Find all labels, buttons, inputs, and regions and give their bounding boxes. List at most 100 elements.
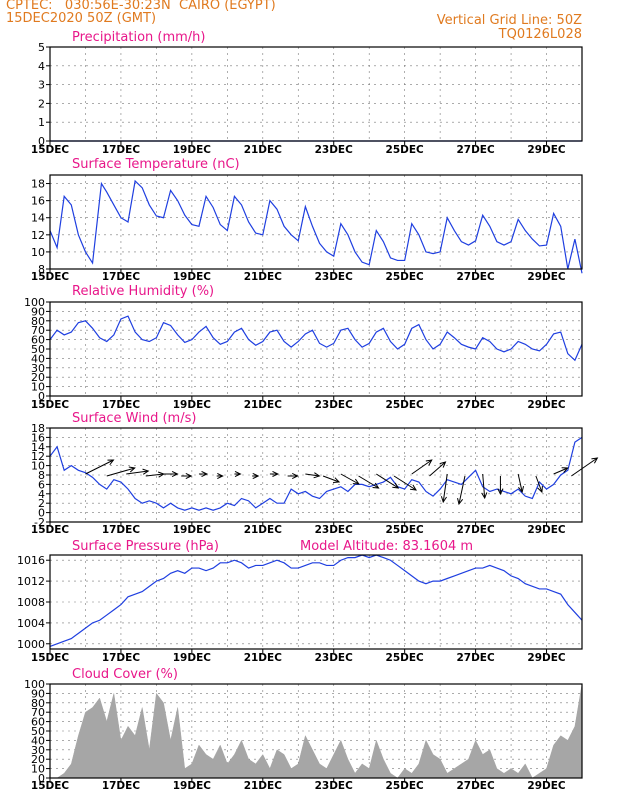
temp-panel: 8 10 12 14 16 18 15DEC 17DEC 19DEC 21DEC 23DEC 25DE…	[31, 157, 583, 283]
station-header: CPTEC: 030:56E-30:23N CAIRO (EGYPT)	[6, 0, 276, 13]
wind-xtick-label: 17DEC	[102, 524, 141, 536]
wind-series-line	[49, 436, 583, 511]
rh-xtick-label: 27DEC	[456, 399, 495, 411]
wind-arrow	[340, 473, 360, 485]
cloud-ytick-label: 90	[31, 687, 45, 700]
precip-ytick-label: 0	[38, 135, 45, 148]
wind-arrow-head	[171, 470, 179, 478]
wind-arrow-head	[591, 457, 599, 464]
wind-arrow-head	[313, 472, 321, 479]
wind-ytick-label: 18	[31, 422, 45, 435]
rh-xtick-label: 17DEC	[102, 399, 141, 411]
cloud-xtick-label: 19DEC	[173, 780, 212, 792]
wind-arrow-head	[333, 477, 341, 484]
wind-xtick-label: 15DEC	[31, 524, 70, 536]
pres-xtick-label: 17DEC	[102, 652, 141, 664]
wind-arrow	[85, 459, 114, 475]
wind-ytick-label: 16	[31, 431, 45, 444]
wind-arrow	[145, 473, 164, 477]
precip-ytick-label: 1	[38, 116, 45, 129]
precip-panel: 0 1 2 3 4 5 15DEC 17DEC 19DEC 21DEC 23DEC 25DEC 27DE…	[31, 30, 583, 156]
pres-xtick-label: 27DEC	[456, 652, 495, 664]
wind-arrow	[458, 475, 466, 505]
rh-ytick-label: 80	[31, 315, 45, 328]
rh-ytick-label: 60	[31, 334, 45, 347]
cloud-xtick-label: 21DEC	[244, 780, 283, 792]
temp-ytick-label: 14	[31, 212, 45, 225]
rh-ytick-label: 70	[31, 324, 45, 337]
cloud-ytick-label: 20	[31, 753, 45, 766]
pres-ytick-label: 1008	[17, 596, 45, 609]
wind-arrow-head	[234, 470, 242, 478]
temp-ytick-label: 8	[38, 263, 45, 276]
temp-xtick-label: 29DEC	[527, 271, 566, 283]
wind-arrow	[411, 459, 433, 475]
pres-ytick-label: 1000	[17, 638, 45, 651]
rh-xtick-label: 21DEC	[244, 399, 283, 411]
cloud-xtick-label: 17DEC	[102, 780, 141, 792]
cloud-ytick-label: 0	[38, 772, 45, 785]
wind-arrow-head	[561, 467, 569, 473]
wind-arrow-head	[481, 492, 488, 500]
pres-series-line	[49, 554, 583, 647]
wind-xtick-label: 21DEC	[244, 524, 283, 536]
wind-ytick-label: 0	[38, 507, 45, 520]
rh-series-line	[49, 315, 583, 362]
cloud-ytick-label: 50	[31, 725, 45, 738]
pres-xtick-label: 21DEC	[244, 652, 283, 664]
wind-ytick-label: 2	[38, 497, 45, 510]
cloud-xtick-label: 23DEC	[315, 780, 354, 792]
wind-arrow-head	[537, 485, 543, 494]
cloud-ytick-label: 40	[31, 734, 45, 747]
precip-panel-title: Precipitation (mm/h)	[72, 30, 205, 45]
cloud-cover-area	[50, 683, 583, 779]
temp-series-line	[49, 179, 583, 274]
rh-xtick-label: 29DEC	[527, 399, 566, 411]
wind-arrow	[535, 475, 543, 493]
cloud-ytick-label: 70	[31, 706, 45, 719]
rh-xtick-label: 19DEC	[173, 399, 212, 411]
wind-ytick-label: 12	[31, 450, 45, 463]
rh-xtick-label: 23DEC	[315, 399, 354, 411]
wind-arrow-head	[497, 488, 504, 496]
precip-xtick-label: 19DEC	[173, 144, 212, 156]
wind-arrow	[571, 457, 598, 477]
temp-ytick-label: 12	[31, 229, 45, 242]
rh-xtick-label: 25DEC	[386, 399, 425, 411]
temp-ytick-label: 18	[31, 178, 45, 191]
pres-xtick-label: 23DEC	[315, 652, 354, 664]
precip-frame	[49, 46, 583, 142]
wind-arrow	[482, 473, 486, 499]
temp-ytick-label: 16	[31, 195, 45, 208]
wind-arrow-head	[201, 470, 209, 478]
pres-xtick-label: 19DEC	[173, 652, 212, 664]
wind-arrow	[517, 473, 523, 493]
cloud-panel-title: Cloud Cover (%)	[72, 667, 178, 682]
rh-ytick-label: 0	[38, 390, 45, 403]
precip-xtick-label: 17DEC	[102, 144, 141, 156]
wind-arrow-head	[440, 496, 447, 504]
wind-ytick-label: 14	[31, 441, 45, 454]
precip-xtick-label: 15DEC	[31, 144, 70, 156]
wind-ytick-label: 6	[38, 478, 45, 491]
wind-ytick-label: -2	[34, 516, 45, 529]
wind-arrow-head	[142, 468, 150, 475]
model-code-header: TQ0126L028	[498, 27, 582, 42]
temp-xtick-label: 21DEC	[244, 271, 283, 283]
wind-arrow	[376, 473, 399, 489]
model-altitude-label: Model Altitude: 83.1604 m	[300, 539, 473, 554]
pres-xtick-label: 25DEC	[386, 652, 425, 664]
wind-arrow	[442, 473, 448, 503]
wind-arrow-head	[252, 472, 260, 480]
wind-arrow-head	[352, 478, 360, 485]
precip-ytick-label: 2	[38, 97, 45, 110]
pres-ytick-label: 1004	[17, 617, 45, 630]
rh-ytick-label: 100	[24, 296, 45, 309]
wind-xtick-label: 19DEC	[173, 524, 212, 536]
precip-ytick-label: 4	[38, 60, 45, 73]
temp-xtick-label: 15DEC	[31, 271, 70, 283]
cloud-xtick-label: 15DEC	[31, 780, 70, 792]
